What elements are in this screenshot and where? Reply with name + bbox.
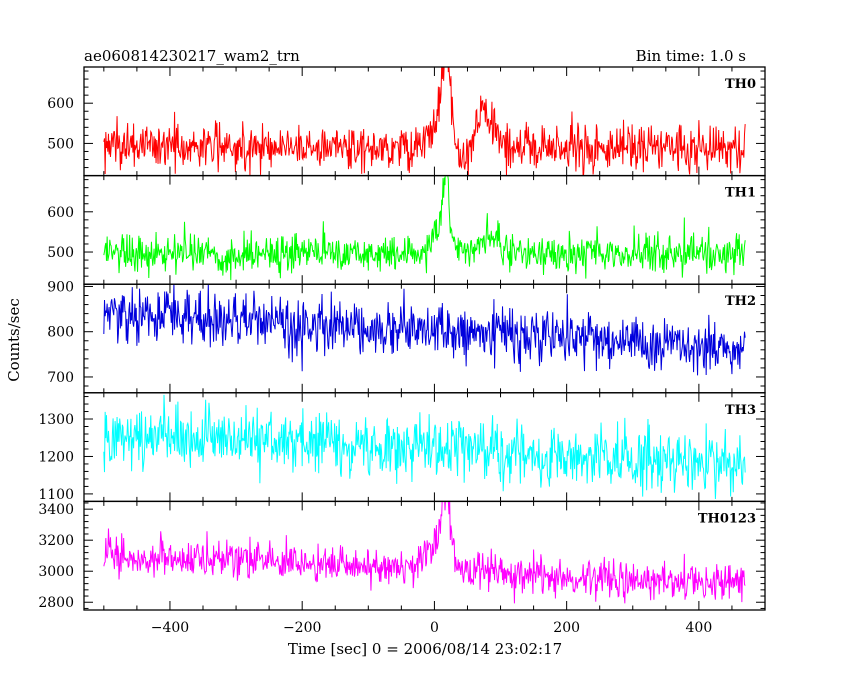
y-tick-label-th2-0: 700 (47, 370, 74, 386)
y-tick-label-th3-2: 1300 (38, 412, 74, 428)
y-tick-label-th0-0: 500 (47, 136, 74, 152)
series-th3 (103, 394, 746, 499)
series-th2 (103, 284, 746, 376)
series-th0 (103, 67, 746, 176)
panel-frame-th2 (83, 283, 766, 394)
panel-label-th0123: TH0123 (698, 511, 756, 526)
y-tick-label-th1-0: 500 (47, 245, 74, 261)
y-tick-label-th1-1: 600 (47, 205, 74, 221)
y-tick-label-th0123-3: 3400 (38, 502, 74, 518)
panel-label-th1: TH1 (725, 186, 756, 201)
panel-frame-th0123 (83, 500, 766, 611)
x-tick-label-1: −200 (283, 620, 321, 636)
chart-title: ae060814230217_wam2_trn (84, 47, 300, 65)
panel-th2: 700 800 900 TH2 (47, 279, 766, 394)
x-tick-label-0: −400 (151, 620, 189, 636)
y-tick-label-th0123-1: 3000 (38, 564, 74, 580)
y-tick-label-th0123-2: 3200 (38, 533, 74, 549)
panel-label-th0: TH0 (725, 77, 756, 92)
y-tick-label-th2-2: 900 (47, 279, 74, 295)
panel-label-th2: TH2 (725, 294, 756, 309)
y-tick-label-th2-1: 800 (47, 325, 74, 341)
y-axis-label: Counts/sec (5, 298, 23, 382)
series-th0123 (103, 501, 746, 604)
panel-frame-th0 (83, 66, 766, 177)
y-tick-label-th0-1: 600 (47, 96, 74, 112)
panels-group: 500 600 TH0 500 600 TH1 700 800 900 TH2 1100 1200 13… (38, 66, 766, 611)
x-tick-label-3: 200 (553, 620, 580, 636)
bin-time-label: Bin time: 1.0 s (636, 47, 746, 65)
y-tick-label-th3-0: 1100 (38, 487, 74, 503)
panel-th0123: 2800 3000 3200 3400 TH0123 (38, 500, 766, 611)
panel-th0: 500 600 TH0 (47, 66, 766, 177)
panel-th3: 1100 1200 1300 TH3 (38, 392, 766, 503)
x-tick-label-2: 0 (430, 620, 439, 636)
panel-th1: 500 600 TH1 (47, 174, 766, 285)
y-tick-label-th0123-0: 2800 (38, 595, 74, 611)
x-tick-label-4: 400 (686, 620, 713, 636)
y-tick-label-th3-1: 1200 (38, 449, 74, 465)
panel-label-th3: TH3 (725, 403, 756, 418)
x-axis: −400 −200 0 200 400 (151, 620, 713, 636)
series-th1 (103, 175, 746, 281)
x-axis-label: Time [sec] 0 = 2006/08/14 23:02:17 (288, 640, 562, 658)
